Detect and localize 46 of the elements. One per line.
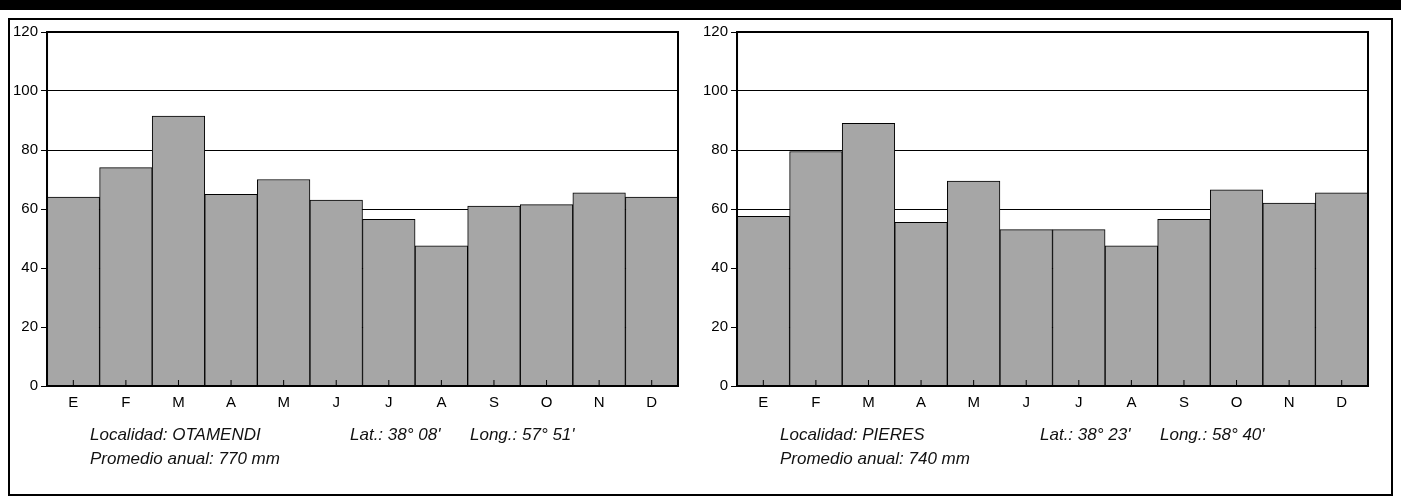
y-tick-label: 60	[21, 199, 39, 217]
y-tick-label: 120	[703, 22, 729, 40]
text: Lat.: 38° 08'	[350, 425, 442, 445]
x-tick-label: J	[1075, 393, 1083, 411]
x-tick-label: O	[540, 393, 553, 411]
y-tick-label: 20	[711, 317, 729, 335]
text: Promedio anual: 770 mm	[90, 449, 281, 469]
y-tick-label: 40	[21, 258, 39, 276]
y-tick-label: 80	[711, 140, 729, 158]
text: Localidad: PIERES	[780, 425, 926, 445]
x-tick-label: F	[811, 393, 821, 411]
y-tick-label: 0	[29, 376, 39, 394]
x-tick-label: M	[862, 393, 875, 411]
y-tick-label: 20	[21, 317, 39, 335]
x-tick-label: A	[436, 393, 447, 411]
x-tick-label: A	[226, 393, 237, 411]
x-tick-label: O	[1230, 393, 1243, 411]
x-tick-label: E	[68, 393, 79, 411]
y-tick-label: 60	[711, 199, 729, 217]
text: Promedio anual: 740 mm	[780, 449, 971, 469]
text: Long.: 57° 51'	[470, 425, 576, 445]
x-tick-label: N	[1283, 393, 1295, 411]
x-tick-label: S	[1178, 393, 1189, 411]
x-tick-label: F	[121, 393, 131, 411]
x-tick-label: S	[488, 393, 499, 411]
text: Long.: 58° 40'	[1160, 425, 1266, 445]
x-tick-label: D	[1336, 393, 1348, 411]
x-tick-label: M	[172, 393, 185, 411]
text: Lat.: 38° 23'	[1040, 425, 1132, 445]
y-tick-label: 100	[13, 81, 39, 99]
x-tick-label: E	[758, 393, 769, 411]
x-tick-label: J	[385, 393, 393, 411]
x-tick-label: D	[646, 393, 658, 411]
y-tick-label: 100	[703, 81, 729, 99]
x-tick-label: J	[1022, 393, 1030, 411]
y-tick-label: 120	[13, 22, 39, 40]
x-tick-label: A	[916, 393, 927, 411]
text: Localidad: OTAMENDI	[90, 425, 262, 445]
y-tick-label: 40	[711, 258, 729, 276]
x-tick-label: M	[967, 393, 980, 411]
x-tick-label: M	[277, 393, 290, 411]
x-tick-label: J	[332, 393, 340, 411]
y-tick-label: 0	[719, 376, 729, 394]
x-tick-label: A	[1126, 393, 1137, 411]
x-tick-label: N	[593, 393, 605, 411]
y-tick-label: 80	[21, 140, 39, 158]
